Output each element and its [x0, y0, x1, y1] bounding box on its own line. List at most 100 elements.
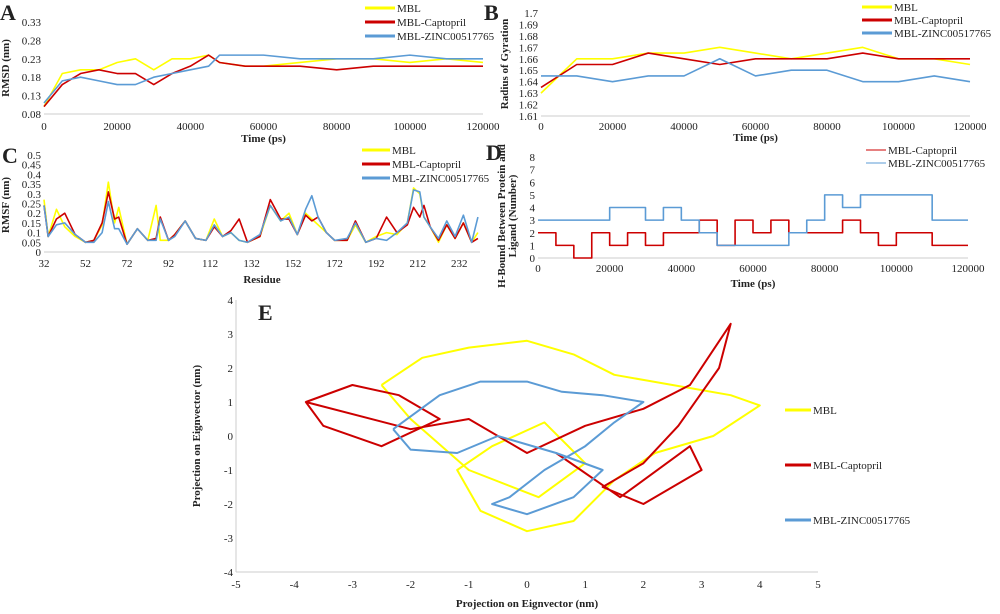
y-tick-label: 0.05 — [22, 237, 42, 249]
y-axis-label: RMSD (nm) — [0, 39, 12, 97]
y-tick-label: 1.66 — [519, 54, 539, 66]
y-tick-label: 0.25 — [22, 199, 42, 211]
x-tick-label: 0 — [535, 263, 541, 275]
y-tick-label: -1 — [224, 465, 233, 477]
series-line-mbl-zinc00517765 — [392, 380, 645, 516]
y-tick-label: 4 — [228, 295, 234, 307]
x-tick-label: 80000 — [323, 121, 351, 133]
x-tick-label: -5 — [231, 579, 241, 591]
series-line-mbl — [540, 46, 971, 94]
x-tick-label: 0 — [538, 121, 544, 133]
y-tick-label: 1 — [228, 397, 234, 409]
y-tick-label: 0.35 — [22, 179, 42, 191]
y-tick-label: -4 — [224, 567, 234, 579]
y-tick-label: 0.08 — [22, 109, 42, 121]
x-axis-label: Time (ps) — [733, 132, 778, 144]
series-line-mbl-captopril — [43, 54, 483, 108]
x-tick-label: -4 — [290, 579, 300, 591]
panel-label: E — [258, 300, 273, 325]
y-axis-label: Projection on Eignvector (nm) — [191, 365, 203, 508]
y-axis-label-line: Ligand (Number) — [507, 174, 519, 257]
legend-label: MBL-ZINC00517765 — [397, 31, 495, 43]
legend-label: MBL — [894, 2, 918, 14]
x-tick-label: 80000 — [811, 263, 839, 275]
series-line-mbl — [380, 339, 761, 533]
x-tick-label: 60000 — [739, 263, 767, 275]
x-tick-label: 192 — [368, 258, 385, 270]
y-tick-label: 6 — [530, 177, 536, 189]
x-tick-label: 120000 — [954, 121, 988, 133]
x-tick-label: 52 — [80, 258, 91, 270]
legend-label: MBL-ZINC00517765 — [813, 515, 911, 527]
y-tick-label: 3 — [530, 215, 536, 227]
legend-label: MBL — [397, 3, 421, 15]
x-tick-label: 92 — [163, 258, 174, 270]
x-tick-label: 100000 — [393, 121, 427, 133]
x-tick-label: 40000 — [670, 121, 698, 133]
x-tick-label: 40000 — [177, 121, 205, 133]
y-tick-label: 0.18 — [22, 72, 42, 84]
y-tick-label: 1.67 — [519, 42, 539, 54]
y-tick-label: 0.33 — [22, 17, 42, 29]
y-tick-label: 1.68 — [519, 31, 539, 43]
x-tick-label: 2 — [641, 579, 647, 591]
legend-label: MBL-ZINC00517765 — [894, 28, 992, 40]
y-tick-label: 2 — [530, 228, 536, 240]
legend-label: MBL-Captopril — [888, 145, 957, 157]
series-line-mbl-captopril — [538, 219, 968, 259]
series-line-mbl-zinc00517765 — [541, 57, 971, 83]
legend-label: MBL-Captopril — [397, 17, 466, 29]
y-tick-label: 2 — [228, 363, 234, 375]
series-line-mbl-zinc00517765 — [43, 54, 483, 104]
x-tick-label: 20000 — [103, 121, 131, 133]
y-tick-label: 1.62 — [519, 100, 538, 112]
x-tick-label: 40000 — [668, 263, 696, 275]
y-tick-label: 0.28 — [22, 35, 42, 47]
y-tick-label: 0.23 — [22, 54, 42, 66]
x-tick-label: 3 — [699, 579, 705, 591]
legend-label: MBL-Captopril — [392, 159, 461, 171]
x-tick-label: 0 — [524, 579, 530, 591]
y-tick-label: 5 — [530, 190, 536, 202]
y-tick-label: 0.2 — [27, 208, 41, 220]
y-tick-label: 8 — [530, 152, 536, 164]
legend-label: MBL-ZINC00517765 — [888, 158, 986, 170]
y-tick-label: 0.3 — [27, 189, 41, 201]
panel-label: D — [486, 140, 502, 165]
y-tick-label: 0 — [228, 431, 234, 443]
y-tick-label: 1.7 — [524, 8, 538, 20]
series-line-mbl-zinc00517765 — [43, 189, 479, 246]
x-tick-label: 232 — [451, 258, 468, 270]
x-axis-label: Projection on Eignvector (nm) — [456, 598, 599, 610]
x-tick-label: -3 — [348, 579, 358, 591]
x-tick-label: 80000 — [813, 121, 841, 133]
x-tick-label: 120000 — [952, 263, 986, 275]
x-tick-label: 152 — [285, 258, 302, 270]
y-tick-label: 1 — [530, 240, 536, 252]
x-tick-label: 112 — [202, 258, 218, 270]
x-tick-label: 5 — [815, 579, 821, 591]
x-tick-label: 172 — [326, 258, 343, 270]
x-tick-label: 72 — [122, 258, 133, 270]
legend-label: MBL-Captopril — [894, 15, 963, 27]
y-tick-label: 3 — [228, 329, 234, 341]
y-tick-label: 1.64 — [519, 77, 539, 89]
y-axis-label: RMSF (nm) — [0, 177, 12, 233]
y-tick-label: 0.15 — [22, 218, 42, 230]
x-tick-label: 132 — [243, 258, 260, 270]
x-tick-label: 120000 — [467, 121, 501, 133]
legend-label: MBL — [813, 405, 837, 417]
x-tick-label: 20000 — [596, 263, 624, 275]
y-tick-label: 0.45 — [22, 160, 42, 172]
y-tick-label: -3 — [224, 533, 234, 545]
x-tick-label: 0 — [41, 121, 47, 133]
y-axis-label-line: H-Bound Between Protein and — [496, 144, 508, 288]
x-tick-label: 60000 — [742, 121, 770, 133]
x-tick-label: 60000 — [250, 121, 278, 133]
x-tick-label: 1 — [582, 579, 588, 591]
series-line-mbl — [43, 54, 484, 108]
y-tick-label: 4 — [530, 203, 536, 215]
x-tick-label: -1 — [464, 579, 473, 591]
